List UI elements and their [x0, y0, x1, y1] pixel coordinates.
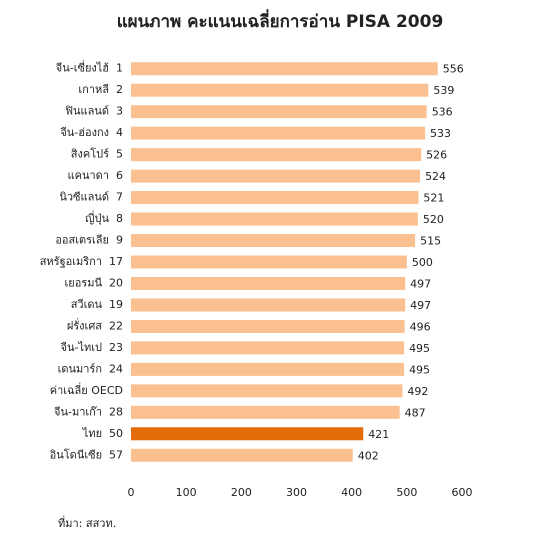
- bar: [131, 126, 426, 140]
- bar: [131, 105, 427, 119]
- value-label: 520: [423, 213, 444, 226]
- bar: [131, 234, 416, 248]
- y-tick-label: ฝรั่งเศส 22: [67, 317, 123, 332]
- value-label: 497: [410, 299, 431, 312]
- x-tick-label: 600: [452, 486, 473, 499]
- y-tick-label: นิวซีแลนด์ 7: [59, 191, 123, 204]
- bar: [131, 298, 406, 312]
- value-label: 495: [409, 342, 430, 355]
- bar: [131, 62, 438, 76]
- bar: [131, 427, 364, 441]
- value-label: 539: [433, 84, 454, 97]
- bar: [131, 319, 405, 333]
- y-tick-label: สิงคโปร์ 5: [70, 147, 123, 161]
- value-label: 556: [443, 63, 464, 76]
- bar: [131, 83, 429, 97]
- x-tick-label: 300: [286, 486, 307, 499]
- bar: [131, 384, 403, 398]
- y-tick-label: จีน-มาเก๊า 28: [53, 405, 123, 418]
- y-tick-label: เยอรมนี 20: [65, 276, 123, 289]
- y-tick-label: ค่าเฉลี่ย OECD: [50, 382, 123, 397]
- y-tick-label: ฟินแลนด์ 3: [65, 105, 123, 118]
- chart-title: แผนภาพ คะแนนเฉลี่ยการอ่าน PISA 2009: [117, 9, 444, 32]
- y-tick-label: ญี่ปุ่น 8: [85, 210, 123, 225]
- x-tick-label: 400: [341, 486, 362, 499]
- y-tick-label: จีน-ฮ่องกง 4: [60, 126, 123, 139]
- value-label: 500: [412, 256, 433, 269]
- value-label: 495: [409, 363, 430, 376]
- value-label: 533: [430, 127, 451, 140]
- value-label: 421: [368, 428, 389, 441]
- value-label: 497: [410, 277, 431, 290]
- y-tick-label: จีน-ไทเป 23: [60, 341, 123, 354]
- y-tick-label: สหรัฐอเมริกา 17: [40, 255, 123, 268]
- bar: [131, 191, 419, 205]
- x-tick-label: 0: [128, 486, 135, 499]
- y-tick-label: เกาหลี 2: [78, 83, 123, 96]
- value-label: 521: [423, 192, 444, 205]
- value-label: 492: [407, 385, 428, 398]
- bar: [131, 276, 406, 290]
- y-tick-label: เดนมาร์ก 24: [58, 362, 123, 375]
- bar: [131, 169, 421, 183]
- y-tick-label: ไทย 50: [82, 427, 123, 440]
- y-tick-label: จีน-เซี่ยงไฮ้ 1: [55, 60, 123, 75]
- bar: [131, 255, 407, 269]
- y-tick-label: สวีเดน 19: [71, 298, 123, 311]
- source-note: ที่มา: สสวท.: [58, 515, 116, 530]
- value-label: 515: [420, 235, 441, 248]
- x-tick-label: 100: [176, 486, 197, 499]
- value-label: 536: [432, 106, 453, 119]
- value-label: 526: [426, 149, 447, 162]
- value-label: 496: [410, 320, 431, 333]
- bar: [131, 212, 418, 226]
- value-label: 487: [405, 406, 426, 419]
- bar: [131, 405, 400, 419]
- bar: [131, 448, 353, 462]
- x-tick-label: 200: [231, 486, 252, 499]
- value-label: 524: [425, 170, 446, 183]
- y-tick-label: ออสเตรเลีย 9: [55, 234, 123, 247]
- bar: [131, 341, 405, 355]
- y-tick-label: แคนาดา 6: [68, 169, 123, 182]
- bar: [131, 362, 405, 376]
- x-tick-label: 500: [396, 486, 417, 499]
- y-tick-label: อินโดนีเซีย 57: [49, 447, 123, 461]
- value-label: 402: [358, 449, 379, 462]
- bar: [131, 148, 422, 162]
